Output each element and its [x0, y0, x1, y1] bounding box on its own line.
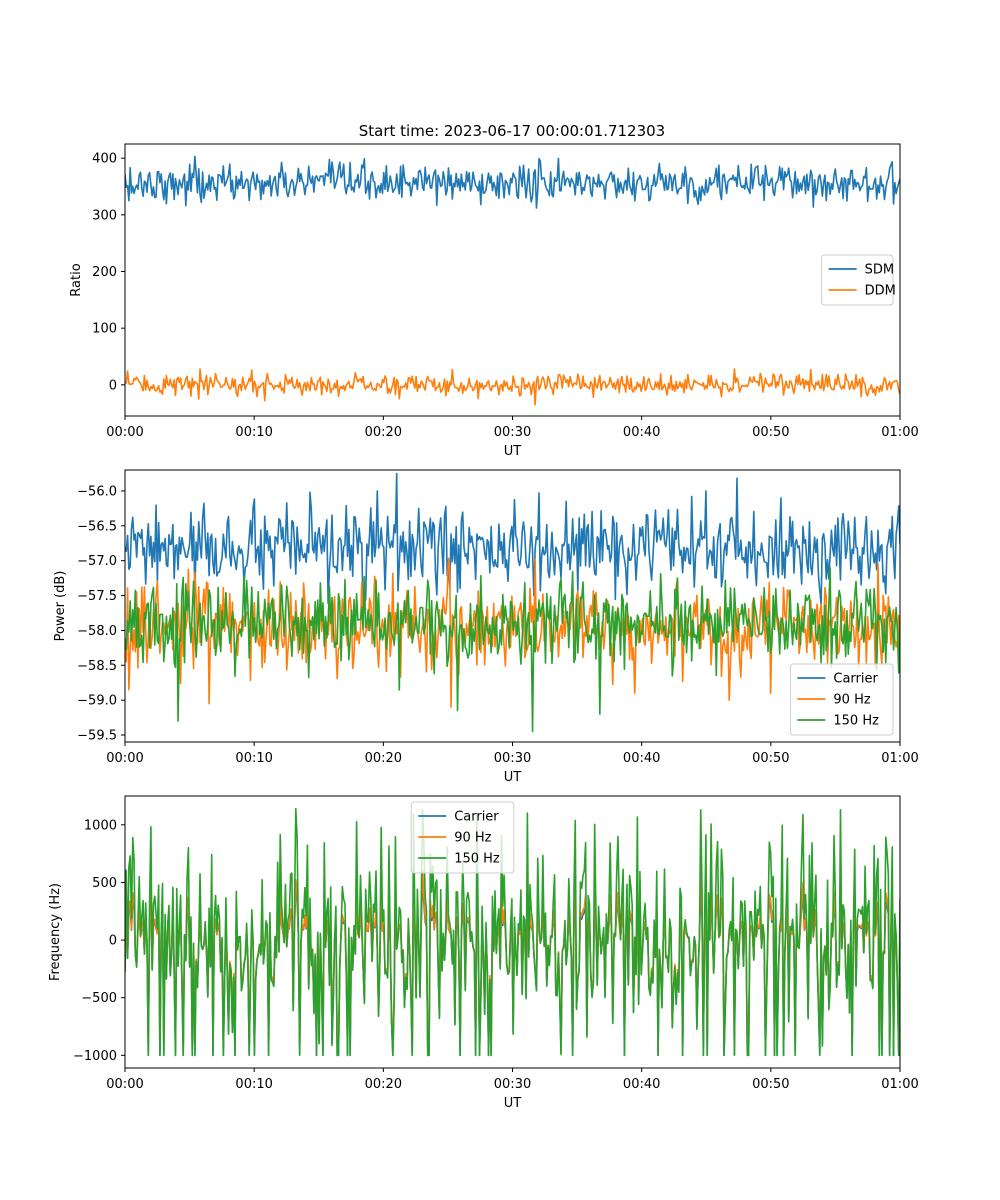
- x-tick-label: 00:30: [494, 1077, 531, 1092]
- y-tick-label: −1000: [73, 1049, 117, 1064]
- x-tick-label: 01:00: [881, 425, 918, 440]
- series-line-150-hz: [125, 807, 900, 1057]
- legend-entry: 90 Hz: [833, 693, 870, 708]
- y-tick-label: 0: [109, 378, 117, 393]
- x-tick-label: 00:10: [235, 425, 272, 440]
- x-tick-label: 01:00: [881, 1077, 918, 1092]
- x-tick-label: 00:00: [106, 425, 143, 440]
- y-tick-label: −56.0: [77, 484, 117, 499]
- legend-entry: Carrier: [454, 810, 499, 825]
- x-tick-label: 00:20: [365, 1077, 402, 1092]
- x-tick-label: 00:20: [365, 751, 402, 766]
- x-tick-label: 00:40: [623, 425, 660, 440]
- y-tick-label: 200: [92, 265, 117, 280]
- y-tick-label: 1000: [84, 818, 117, 833]
- x-tick-label: 01:00: [881, 751, 918, 766]
- x-tick-label: 00:50: [752, 1077, 789, 1092]
- x-axis-label: UT: [504, 770, 522, 785]
- legend-box: [410, 801, 515, 874]
- y-axis-label: Frequency (Hz): [48, 883, 63, 981]
- y-tick-label: 100: [92, 322, 117, 337]
- x-tick-label: 00:20: [365, 425, 402, 440]
- plot-area: [125, 807, 900, 1057]
- y-tick-label: 300: [92, 208, 117, 223]
- y-tick-label: −59.5: [77, 729, 117, 744]
- power-panel: 00:00 00:10 00:20 00:30 00:40 00:50 01:00 −59.5…: [53, 469, 919, 785]
- x-tick-label: 00:50: [752, 425, 789, 440]
- legend: SDM DDM: [821, 254, 896, 306]
- legend-entry: 150 Hz: [454, 852, 500, 867]
- legend: Carrier 90 Hz 150 Hz: [410, 801, 515, 874]
- y-tick-label: −57.5: [77, 589, 117, 604]
- y-tick-label: −56.5: [77, 519, 117, 534]
- x-tick-label: 00:40: [623, 1077, 660, 1092]
- plot-area: [125, 472, 900, 733]
- legend-box: [821, 254, 894, 306]
- y-tick-label: −59.0: [77, 694, 117, 709]
- series-line-carrier: [125, 472, 900, 615]
- x-tick-label: 00:00: [106, 751, 143, 766]
- axes-frame: [124, 469, 901, 743]
- x-tick-label: 00:40: [623, 751, 660, 766]
- x-tick-label: 00:10: [235, 1077, 272, 1092]
- y-tick-label: 0: [109, 934, 117, 949]
- series-line-ddm: [125, 368, 900, 406]
- x-tick-label: 00:00: [106, 1077, 143, 1092]
- legend-entry: 150 Hz: [833, 714, 879, 729]
- x-axis-label: UT: [504, 444, 522, 459]
- y-tick-label: 500: [92, 876, 117, 891]
- legend-box: [789, 663, 894, 736]
- x-tick-label: 00:50: [752, 751, 789, 766]
- x-tick-label: 00:30: [494, 425, 531, 440]
- x-tick-label: 00:10: [235, 751, 272, 766]
- ratio-panel: 00:00 00:10 00:20 00:30 00:40 00:50 01:00 0 100 2…: [69, 143, 919, 459]
- axes-frame: [124, 143, 901, 417]
- y-tick-label: 400: [92, 152, 117, 167]
- series-line-sdm: [125, 155, 900, 209]
- legend-entry: DDM: [865, 284, 896, 299]
- y-axis-label: Power (dB): [53, 571, 68, 642]
- y-tick-label: −500: [81, 991, 117, 1006]
- x-tick-label: 00:30: [494, 751, 531, 766]
- legend-entry: Carrier: [833, 672, 878, 687]
- legend-entry: SDM: [865, 263, 894, 278]
- y-tick-label: −57.0: [77, 554, 117, 569]
- frequency-panel: 00:00 00:10 00:20 00:30 00:40 00:50 01:00 −1000…: [48, 795, 919, 1111]
- legend: Carrier 90 Hz 150 Hz: [789, 663, 894, 736]
- figure-title: Start time: 2023-06-17 00:00:01.712303: [359, 122, 665, 140]
- x-axis-label: UT: [504, 1096, 522, 1111]
- y-axis-label: Ratio: [69, 263, 84, 296]
- axes-frame: [124, 795, 901, 1069]
- legend-entry: 90 Hz: [454, 831, 491, 846]
- plot-area: [125, 155, 900, 406]
- y-tick-label: −58.0: [77, 624, 117, 639]
- y-tick-label: −58.5: [77, 659, 117, 674]
- series-line-150-hz: [125, 567, 900, 733]
